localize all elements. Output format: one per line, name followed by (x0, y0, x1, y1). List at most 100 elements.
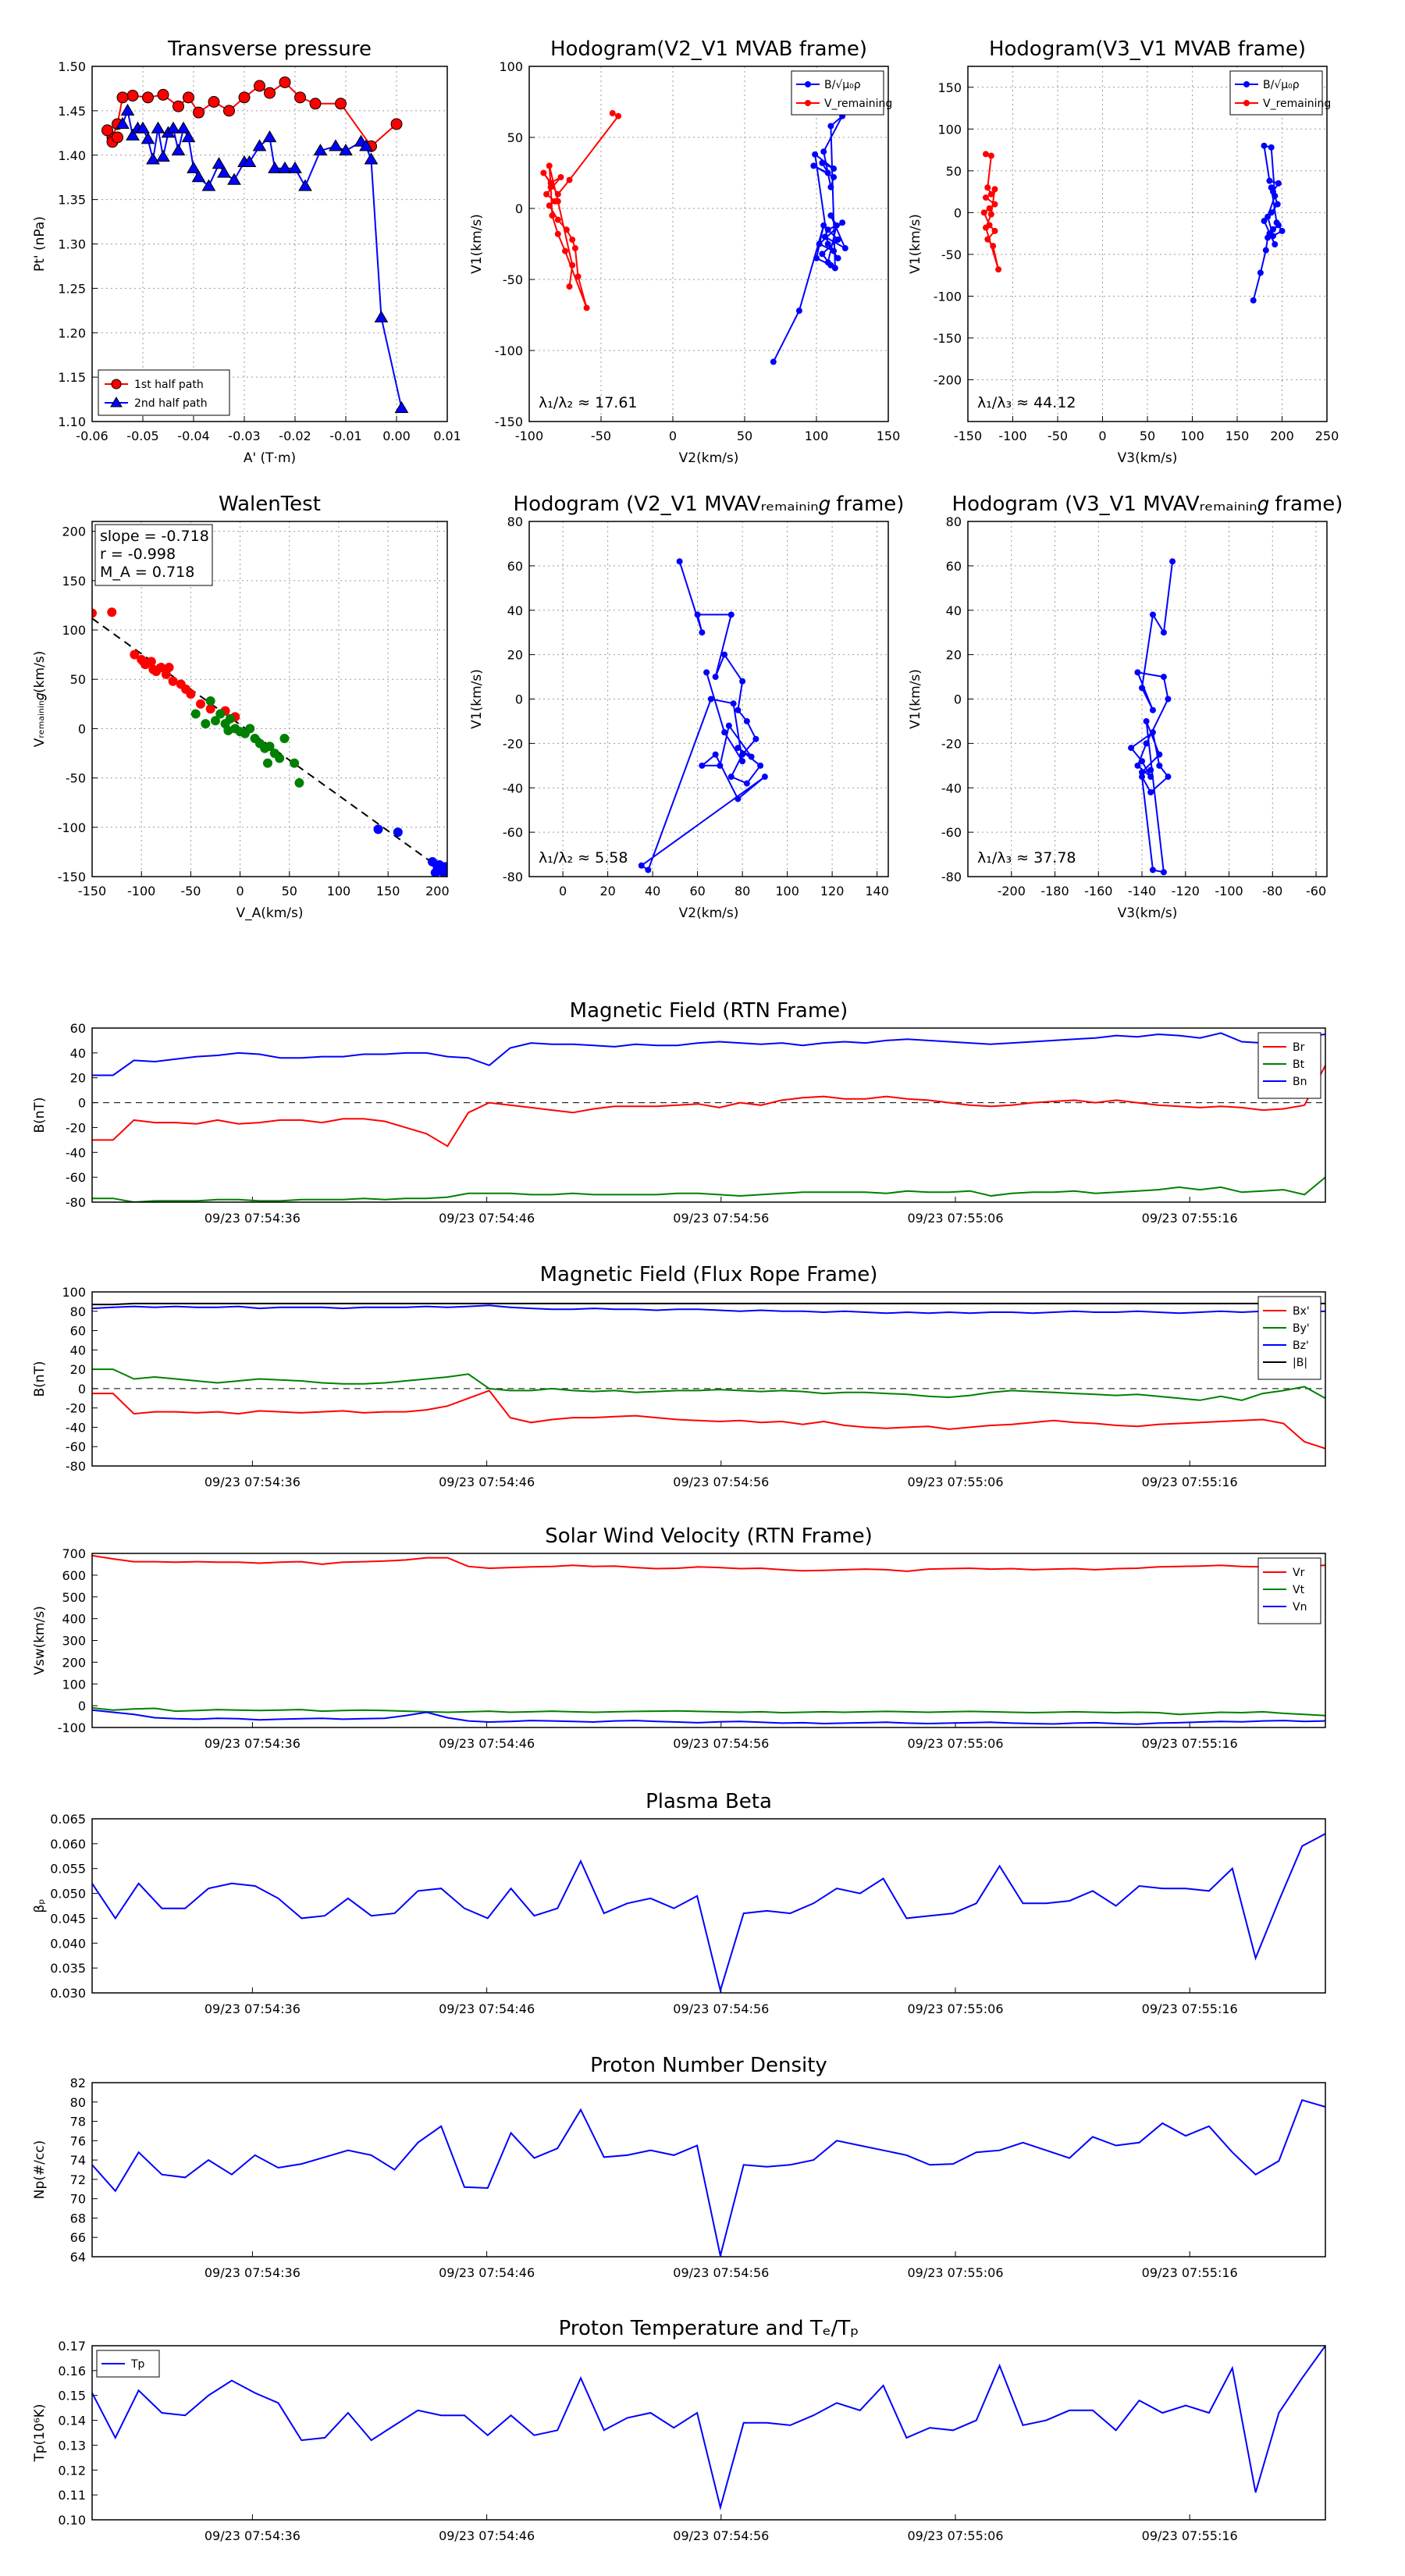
y-tick-label: -40 (941, 781, 962, 795)
y-tick-label: 100 (62, 1285, 86, 1300)
data-point (107, 607, 117, 617)
data-point (546, 162, 553, 169)
data-point (547, 183, 554, 190)
y-axis-label: Np(#/cc) (32, 2140, 48, 2199)
legend-label: Tp (130, 2358, 145, 2371)
x-tick-label: 50 (1140, 429, 1155, 443)
y-tick-label: 1.35 (58, 193, 86, 208)
data-point (1279, 227, 1286, 234)
data-point (1250, 297, 1257, 304)
x-tick-label: -50 (1048, 429, 1068, 443)
data-point (1275, 180, 1282, 187)
y-tick-label: 500 (62, 1590, 86, 1605)
legend-label: Vn (1293, 1601, 1307, 1614)
data-point (819, 159, 826, 166)
data-point (294, 91, 306, 104)
data-point (583, 304, 590, 311)
y-tick-label: 40 (507, 603, 523, 618)
data-point (252, 139, 267, 151)
x-tick-label: 09/23 07:55:06 (907, 1736, 1003, 1751)
data-point (827, 123, 834, 130)
x-tick-label: -150 (78, 884, 106, 898)
series-line-Br (92, 1065, 1325, 1147)
y-tick-label: 0.065 (50, 1812, 86, 1827)
chart-title: Transverse pressure (167, 37, 372, 61)
data-point (390, 118, 403, 130)
data-point (540, 169, 547, 176)
stats-line: r = -0.998 (100, 546, 176, 563)
data-point (834, 237, 841, 244)
data-point (831, 165, 838, 173)
plot-area (540, 110, 848, 365)
y-tick-label: 20 (70, 1362, 86, 1377)
data-point (1134, 669, 1141, 676)
chart-hv2: Hodogram(V2_V1 MVAB frame)-150-100-50050… (469, 37, 900, 466)
y-tick-label: 76 (70, 2133, 86, 2148)
x-tick-label: 09/23 07:54:56 (673, 1211, 769, 1226)
data-point (309, 98, 322, 110)
data-point (562, 247, 568, 254)
chart-title: Hodogram (V2_V1 MVAVᵣₑₘₐᵢₙᵢₙ𝑔 frame) (514, 493, 905, 516)
data-point (142, 91, 154, 104)
y-axis-label: B(nT) (32, 1361, 48, 1397)
x-tick-label: -50 (180, 884, 201, 898)
y-axis-label: B(nT) (32, 1097, 48, 1133)
plot-area (92, 1554, 1325, 1725)
data-point (181, 130, 196, 143)
x-tick-label: -120 (1172, 884, 1200, 898)
data-point (699, 762, 706, 769)
y-tick-label: 72 (70, 2172, 86, 2187)
data-point (569, 237, 576, 244)
y-tick-label: -20 (941, 736, 962, 751)
data-point (557, 173, 564, 180)
y-axis-label: Pt' (nPa) (32, 216, 48, 272)
data-point (615, 112, 622, 119)
x-tick-label: 120 (820, 884, 845, 898)
data-point (549, 212, 556, 219)
y-tick-label: -50 (941, 247, 962, 262)
plot-frame (967, 521, 1328, 877)
y-tick-label: 0.030 (50, 1986, 86, 2001)
y-tick-label: -200 (934, 372, 962, 387)
plot-frame (528, 66, 889, 422)
data-point (92, 608, 97, 618)
data-point (1139, 769, 1146, 776)
legend-label: B/√μ₀ρ (1263, 79, 1300, 91)
data-point (1266, 177, 1273, 184)
y-tick-label: 82 (70, 2076, 86, 2090)
plot-area (980, 142, 1286, 304)
data-point (201, 719, 211, 729)
plot-area (1128, 558, 1176, 876)
data-point (225, 713, 235, 724)
y-tick-label: -60 (941, 825, 962, 840)
y-tick-label: -150 (58, 870, 86, 884)
data-point (566, 283, 573, 290)
x-tick-label: 0 (236, 884, 244, 898)
data-point (212, 157, 226, 169)
data-point (215, 709, 226, 719)
x-tick-label: -200 (998, 884, 1026, 898)
chart-mag_fr: Magnetic Field (Flux Rope Frame) -80 -60 -4… (32, 1263, 1326, 1489)
y-tick-label: 400 (62, 1612, 86, 1627)
y-tick-label: -20 (66, 1401, 86, 1416)
data-point (1143, 717, 1150, 724)
data-point (1272, 192, 1279, 199)
data-point (574, 273, 582, 280)
data-point (554, 230, 561, 237)
data-point (444, 872, 447, 877)
x-tick-label: 09/23 07:54:46 (439, 2528, 535, 2543)
y-tick-label: -80 (503, 870, 523, 884)
y-tick-label: 100 (62, 623, 86, 638)
data-point (995, 266, 1002, 273)
data-point (824, 226, 831, 233)
y-tick-label: 0 (78, 1699, 86, 1713)
x-tick-label: -180 (1040, 884, 1069, 898)
x-tick-label: 09/23 07:55:06 (907, 2265, 1003, 2280)
x-tick-label: 09/23 07:54:56 (673, 1736, 769, 1751)
data-point (569, 262, 576, 269)
data-point (1274, 201, 1281, 208)
data-point (986, 205, 993, 212)
eigenvalue-ratio: λ₁/λ₃ ≈ 44.12 (977, 394, 1076, 411)
legend-marker (1243, 81, 1250, 87)
y-tick-label: 100 (62, 1677, 86, 1692)
